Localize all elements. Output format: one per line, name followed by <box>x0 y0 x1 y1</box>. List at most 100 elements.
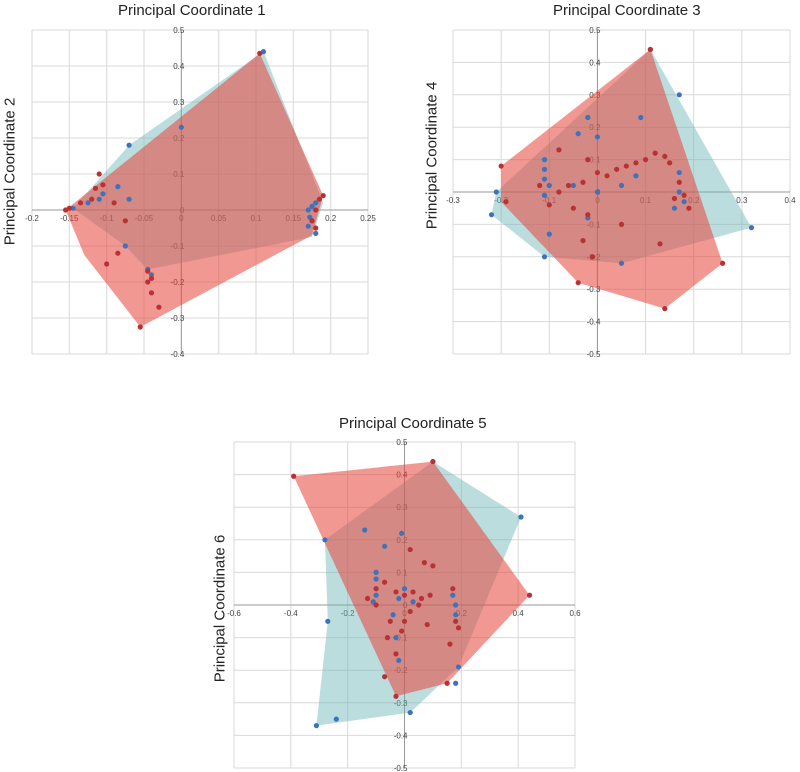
blue-point <box>488 212 495 218</box>
red-point <box>382 674 388 680</box>
blue-point <box>313 230 319 236</box>
blue-point <box>410 599 416 605</box>
red-point <box>633 160 639 166</box>
red-point <box>77 200 84 206</box>
red-point <box>657 241 663 247</box>
x-tick-label: 0.4 <box>513 609 525 618</box>
red-point <box>662 153 668 159</box>
x-tick-label: 0.6 <box>569 609 581 618</box>
blue-point <box>541 254 548 260</box>
blue-point <box>96 196 102 202</box>
blue-point <box>126 196 132 202</box>
x-tick-label: -0.6 <box>227 609 241 618</box>
red-point <box>416 602 422 608</box>
red-point <box>498 163 504 169</box>
blue-point <box>493 189 499 195</box>
red-point <box>623 163 629 169</box>
y-tick-label: -0.3 <box>587 285 601 294</box>
blue-point <box>309 203 315 209</box>
chart-2-plot: -0.3-0.2-0.100.10.20.30.4-0.5-0.4-0.3-0.… <box>446 26 796 359</box>
red-point <box>590 254 596 260</box>
red-point <box>66 205 72 211</box>
blue-point <box>126 142 132 148</box>
red-point <box>652 150 658 156</box>
chart-3-title: Principal Coordinate 5 <box>339 415 487 432</box>
blue-point <box>570 182 576 189</box>
red-point <box>570 205 576 211</box>
blue-point <box>676 189 682 195</box>
red-point <box>89 196 95 202</box>
blue-point <box>325 618 331 624</box>
red-point <box>556 147 562 153</box>
red-point <box>604 173 610 179</box>
blue-point <box>546 231 552 237</box>
red-point <box>364 595 371 602</box>
red-point <box>430 563 436 569</box>
blue-point <box>390 612 396 618</box>
red-point <box>585 212 591 218</box>
y-tick-label: -0.3 <box>171 314 185 323</box>
red-point <box>667 160 673 166</box>
red-point <box>585 157 591 163</box>
red-point <box>313 225 319 231</box>
red-point <box>393 651 399 657</box>
y-tick-label: 0.5 <box>396 438 408 447</box>
red-point <box>418 595 425 602</box>
red-point <box>115 250 121 256</box>
blue-point <box>148 272 155 278</box>
blue-point <box>594 134 601 140</box>
blue-point <box>362 527 368 533</box>
blue-point <box>401 586 408 592</box>
blue-point <box>676 169 682 176</box>
blue-point <box>450 592 456 598</box>
x-tick-label: 0.2 <box>325 214 337 223</box>
red-point <box>410 589 416 595</box>
red-point <box>309 218 315 224</box>
red-hull <box>293 461 530 697</box>
red-hull <box>501 49 723 309</box>
blue-point <box>633 173 639 179</box>
blue-point <box>407 709 413 716</box>
blue-point <box>393 635 399 641</box>
red-point <box>148 290 155 296</box>
x-tick-label: 0.25 <box>360 214 376 223</box>
red-point <box>671 195 678 202</box>
blue-point <box>396 595 402 602</box>
blue-point <box>453 612 459 618</box>
y-tick-label: 0.4 <box>589 58 601 67</box>
blue-point <box>122 243 128 249</box>
y-tick-label: 0.4 <box>173 62 185 71</box>
blue-point <box>70 205 76 211</box>
blue-point <box>541 157 548 163</box>
blue-point <box>618 260 625 266</box>
red-point <box>373 586 379 592</box>
red-point <box>662 306 668 312</box>
blue-point <box>453 602 459 608</box>
red-point <box>401 592 408 598</box>
red-point <box>618 221 625 227</box>
blue-point <box>676 92 682 98</box>
red-point <box>104 261 110 267</box>
red-point <box>681 192 687 198</box>
y-tick-label: -0.4 <box>171 350 185 359</box>
x-tick-label: -0.3 <box>446 196 460 205</box>
red-point <box>373 602 379 608</box>
red-point <box>444 680 450 686</box>
red-point <box>447 641 453 647</box>
y-tick-label: -0.5 <box>394 764 408 772</box>
y-tick-label: -0.4 <box>394 731 408 740</box>
red-point <box>393 693 399 699</box>
x-tick-label: 0.4 <box>784 196 796 205</box>
red-point <box>145 279 151 285</box>
blue-point <box>638 114 644 121</box>
blue-point <box>178 124 184 130</box>
red-point <box>382 579 388 585</box>
red-point <box>387 618 393 624</box>
red-point <box>137 324 143 330</box>
y-tick-label: -0.3 <box>394 699 408 708</box>
red-point <box>575 280 581 286</box>
blue-point <box>373 569 379 576</box>
red-point <box>430 458 436 465</box>
y-tick-label: -0.4 <box>587 318 601 327</box>
